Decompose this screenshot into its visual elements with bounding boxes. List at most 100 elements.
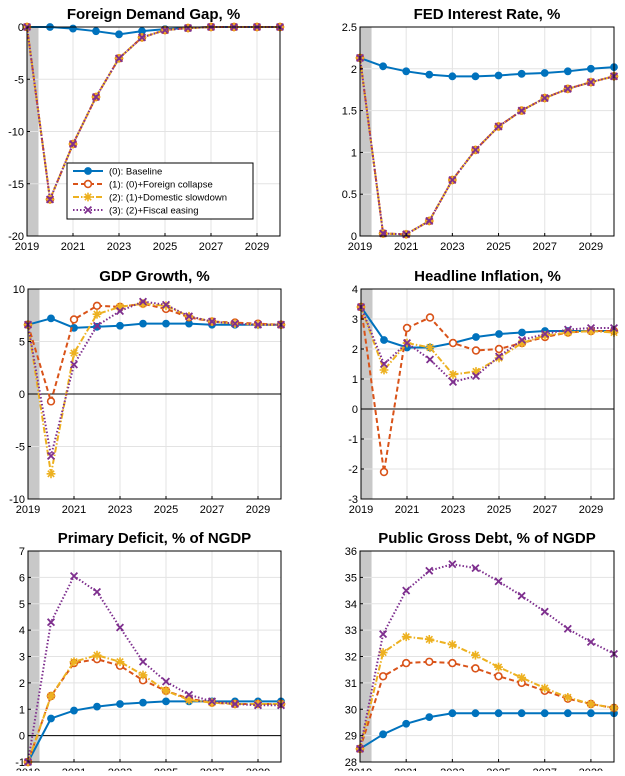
y-tick-label: 4 [19,625,25,637]
data-point-fiscal_easing [425,566,434,575]
data-point-fiscal_easing [230,319,240,328]
x-tick-label: 2025 [154,767,178,771]
x-tick-label: 2023 [108,767,132,771]
data-point-fiscal_easing [68,140,78,149]
series-line-fiscal_easing [27,574,281,763]
data-point-fiscal_easing [586,323,596,333]
legend-marker-foreign_collapse [83,179,93,189]
x-tick-label: 2029 [579,767,603,771]
data-point-fiscal_easing [494,122,503,131]
x-tick-label: 2019 [15,241,39,253]
x-tick-label: 2029 [579,504,603,516]
data-point-fiscal_easing [448,560,457,569]
y-tick-label: 5 [19,599,25,611]
x-tick-label: 2027 [200,504,224,516]
x-tick-label: 2025 [154,504,178,516]
legend-marker-domestic_slowdown [83,192,93,202]
data-point-fiscal_easing [184,690,194,699]
y-tick-label: -5 [14,74,24,86]
data-point-baseline [518,328,526,337]
y-tick-label: -15 [8,179,24,191]
series-line-domestic_slowdown [359,57,615,236]
data-point-domestic_slowdown [517,673,527,682]
legend-marker-fiscal_easing [83,205,93,215]
x-tick-label: 2029 [246,504,270,516]
data-point-foreign_collapse [379,467,389,477]
series-line-baseline [27,700,281,763]
series-fiscal_easing [355,53,619,239]
series-domestic_slowdown [23,299,286,479]
chart-title: GDP Growth, % [99,268,210,285]
data-point-fiscal_easing [586,637,595,647]
series-fiscal_easing [355,560,619,753]
data-point-domestic_slowdown [586,326,596,336]
data-point-fiscal_easing [92,587,102,596]
data-point-baseline [47,314,55,323]
chart-title: Headline Inflation, % [414,268,561,285]
y-tick-label: 0 [18,22,24,34]
x-tick-label: 2021 [394,241,418,253]
data-point-baseline [115,30,123,39]
data-point-baseline [587,709,595,718]
data-point-domestic_slowdown [540,331,550,340]
legend-label: (0): Baseline [109,167,162,178]
x-tick-label: 2019 [16,767,40,771]
data-point-baseline [495,330,503,338]
series-baseline [356,709,618,753]
data-point-fiscal_easing [540,94,549,103]
y-tick-label: 4 [352,284,358,296]
data-point-domestic_slowdown [378,648,388,657]
series-line-baseline [359,712,614,750]
series-line-domestic_slowdown [27,302,281,474]
series-foreign_collapse [355,53,619,239]
y-tick-label: 0.5 [342,189,357,201]
y-tick-label: 33 [345,625,357,637]
x-tick-label: 2029 [245,241,269,253]
y-tick-label: 31 [345,678,357,690]
x-tick-label: 2025 [486,241,510,253]
data-point-fiscal_easing [402,338,412,348]
data-point-baseline [563,67,572,76]
data-point-fiscal_easing [253,701,263,710]
series-foreign_collapse [23,654,286,767]
x-tick-label: 2023 [440,241,464,253]
data-point-fiscal_easing [494,577,503,586]
chart-title: Primary Deficit, % of NGDP [58,530,251,547]
data-point-baseline [494,71,503,80]
data-point-domestic_slowdown [517,338,527,348]
data-point-baseline [425,713,434,722]
data-point-foreign_collapse [69,315,79,324]
x-tick-label: 2019 [348,767,372,771]
shaded-history-band [361,289,373,499]
data-point-fiscal_easing [494,352,504,361]
data-point-domestic_slowdown [92,650,102,660]
y-tick-label: -10 [8,127,24,139]
x-tick-label: 2025 [487,504,511,516]
data-point-baseline [379,730,387,739]
y-tick-label: 1 [19,704,25,716]
x-tick-label: 2027 [532,767,556,771]
data-point-baseline [70,706,78,715]
y-tick-label: 32 [345,652,357,664]
data-point-domestic_slowdown [471,650,480,660]
data-point-baseline [139,319,147,328]
y-tick-label: 2 [352,344,358,356]
chart-title: FED Interest Rate, % [414,6,561,23]
data-point-baseline [517,69,526,78]
data-point-baseline [139,698,147,707]
y-tick-label: 28 [345,757,357,769]
data-point-foreign_collapse [494,344,504,354]
x-tick-label: 2027 [199,241,223,253]
data-point-domestic_slowdown [92,309,102,319]
data-point-domestic_slowdown [563,328,573,337]
data-point-fiscal_easing [115,307,125,316]
series-baseline [24,697,285,766]
series-foreign_collapse [23,299,286,406]
data-point-domestic_slowdown [425,343,435,352]
legend: (0): Baseline (1): (0)+Foreign collapse (2… [66,162,254,220]
y-tick-label: 0 [351,231,357,243]
series-baseline [24,314,285,332]
data-point-fiscal_easing [517,591,526,600]
series-baseline [356,54,618,81]
